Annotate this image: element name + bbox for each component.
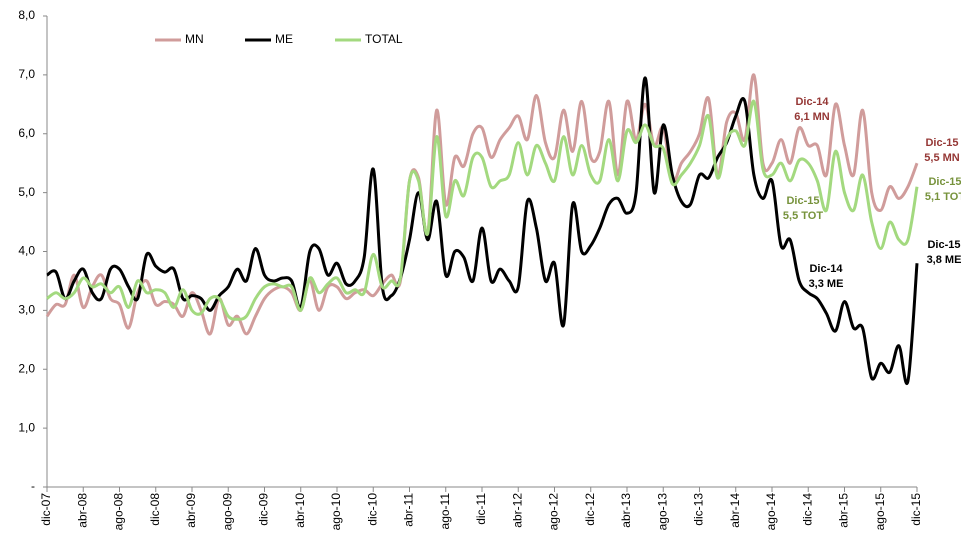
x-tick-label: abr-13 <box>619 493 633 528</box>
annotation: Dic-15 <box>928 176 961 188</box>
x-tick-label: abr-10 <box>293 493 307 528</box>
x-tick-label: dic-07 <box>39 493 53 526</box>
x-tick-label: dic-12 <box>583 493 597 526</box>
annotation: 3,8 ME <box>927 254 961 266</box>
x-tick-label: dic-09 <box>257 493 271 526</box>
y-tick-label: 5,0 <box>18 185 35 199</box>
annotation: Dic-15 <box>927 239 960 251</box>
annotation: 5,5 TOT <box>783 210 823 222</box>
x-tick-label: ago-11 <box>438 493 452 530</box>
annotation: Dic-14 <box>795 96 829 108</box>
y-tick-label: 3,0 <box>18 303 35 317</box>
annotation: 3,3 ME <box>809 278 844 290</box>
y-tick-label: - <box>31 479 35 493</box>
x-tick-label: ago-14 <box>764 493 778 531</box>
series-line <box>46 76 919 385</box>
x-tick-label: ago-09 <box>220 493 234 531</box>
series-line <box>46 99 919 321</box>
y-tick-label: 8,0 <box>18 8 35 22</box>
x-tick-label: dic-14 <box>800 493 814 526</box>
x-tick-label: dic-15 <box>909 493 923 526</box>
y-tick-label: 4,0 <box>18 244 35 258</box>
y-tick-label: 7,0 <box>18 67 35 81</box>
x-tick-label: abr-09 <box>184 493 198 528</box>
x-tick-label: dic-13 <box>692 493 706 526</box>
x-tick-label: abr-14 <box>728 493 742 528</box>
legend-label: MN <box>185 32 204 46</box>
x-tick-label: dic-08 <box>148 493 162 526</box>
x-tick-label: ago-08 <box>112 493 126 531</box>
x-tick-label: abr-11 <box>402 493 416 527</box>
x-tick-label: dic-10 <box>365 493 379 526</box>
annotation: 5,1 TOT <box>925 191 961 203</box>
x-tick-label: ago-12 <box>547 493 561 531</box>
x-tick-label: abr-12 <box>510 493 524 528</box>
annotation: Dic-15 <box>925 137 958 149</box>
x-tick-label: abr-08 <box>75 493 89 528</box>
annotation: 6,1 MN <box>794 111 830 123</box>
legend-label: TOTAL <box>365 32 403 46</box>
annotation: Dic-15 <box>786 195 819 207</box>
x-tick-label: ago-15 <box>873 493 887 531</box>
x-tick-label: ago-10 <box>329 493 343 531</box>
x-tick-label: ago-13 <box>655 493 669 531</box>
y-tick-label: 1,0 <box>18 420 35 434</box>
y-tick-label: 2,0 <box>18 361 35 375</box>
x-tick-label: abr-15 <box>837 493 851 528</box>
annotation: Dic-14 <box>809 263 843 275</box>
x-tick-label: dic-11 <box>474 493 488 525</box>
annotation: 5,5 MN <box>924 152 960 164</box>
y-tick-label: 6,0 <box>18 126 35 140</box>
legend-label: ME <box>275 32 293 46</box>
